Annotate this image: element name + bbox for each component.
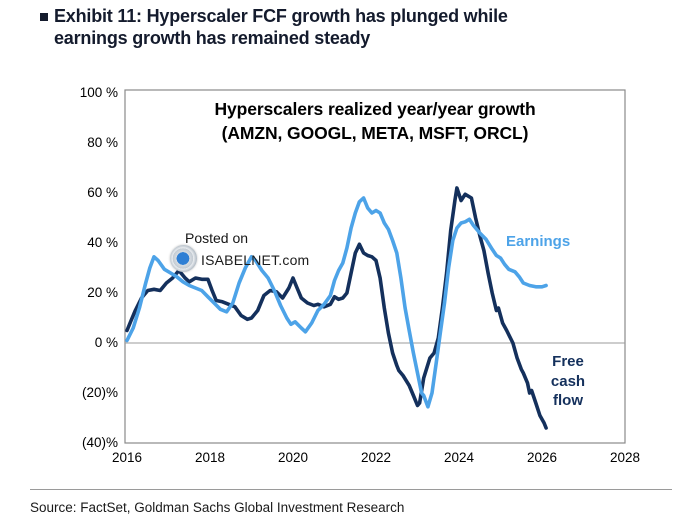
series-line-earnings <box>125 196 548 409</box>
page-title-line1: Exhibit 11: Hyperscaler FCF growth has p… <box>54 6 508 26</box>
free-cash-flow-series-label: Free cash flow <box>538 352 598 411</box>
source-text: Source: FactSet, Goldman Sachs Global In… <box>30 500 405 515</box>
page-title-line2: earnings growth has remained steady <box>54 28 371 48</box>
y-tick-label: 20 % <box>87 285 118 300</box>
x-tick-label: 2018 <box>194 450 226 465</box>
x-tick-label: 2020 <box>277 450 309 465</box>
earnings-series-label: Earnings <box>506 233 571 250</box>
y-tick-label: 40 % <box>87 235 118 250</box>
x-tick-label: 2026 <box>526 450 558 465</box>
page-title: Exhibit 11: Hyperscaler FCF growth has p… <box>54 5 654 49</box>
chart-title-line2: (AMZN, GOOGL, META, MSFT, ORCL) <box>221 122 529 143</box>
fcf-label-line1: Free <box>552 353 584 370</box>
x-tick-label: 2022 <box>360 450 392 465</box>
series-line-free-cash-flow <box>125 186 548 430</box>
x-tick-label: 2028 <box>609 450 641 465</box>
y-tick-label: 80 % <box>87 135 118 150</box>
plot-area-border <box>124 89 626 444</box>
y-tick-label: 100 % <box>79 85 118 100</box>
y-tick-label: 0 % <box>94 335 118 350</box>
y-tick-label: 60 % <box>87 185 118 200</box>
fcf-label-line2: cash <box>550 372 586 390</box>
footer-divider-line <box>30 489 672 490</box>
chart-title-line1: Hyperscalers realized year/year growth <box>214 99 536 119</box>
x-tick-label: 2016 <box>111 450 143 465</box>
watermark-isabelnet-text: ISABELNET.com <box>201 252 310 268</box>
x-tick-label: 2024 <box>443 450 475 465</box>
exhibit-bullet-square <box>40 13 48 21</box>
y-tick-label: (40)% <box>81 435 118 450</box>
isabelnet-globe-logo-icon <box>170 245 197 272</box>
chart-title: Hyperscalers realized year/year growth (… <box>127 98 623 145</box>
y-tick-label: (20)% <box>81 385 118 400</box>
fcf-label-line3: flow <box>553 392 583 409</box>
watermark-posted-on-text: Posted on <box>185 230 249 246</box>
